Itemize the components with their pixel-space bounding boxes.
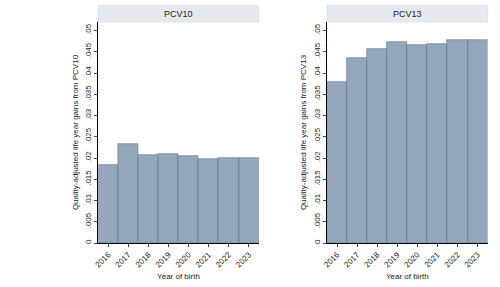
- svg-text:2020: 2020: [403, 250, 422, 269]
- svg-text:.035: .035: [313, 85, 322, 101]
- svg-text:.05: .05: [84, 23, 93, 35]
- svg-text:Quality-adjusted life year gai: Quality-adjusted life year gains from PC…: [71, 54, 80, 210]
- svg-text:.03: .03: [313, 108, 322, 120]
- svg-text:.045: .045: [313, 42, 322, 58]
- svg-text:0: 0: [313, 239, 322, 244]
- svg-text:.015: .015: [313, 170, 322, 186]
- svg-text:.015: .015: [84, 170, 93, 186]
- svg-text:.025: .025: [84, 127, 93, 143]
- svg-text:0: 0: [84, 239, 93, 244]
- svg-text:2022: 2022: [443, 250, 462, 269]
- svg-text:2018: 2018: [362, 250, 381, 269]
- svg-text:.025: .025: [313, 127, 322, 143]
- svg-text:.01: .01: [84, 193, 93, 205]
- svg-text:2023: 2023: [463, 250, 482, 269]
- svg-text:PCV10: PCV10: [164, 9, 193, 19]
- svg-text:Year of birth: Year of birth: [386, 272, 429, 281]
- svg-text:.035: .035: [84, 85, 93, 101]
- svg-text:.04: .04: [313, 66, 322, 78]
- svg-text:.02: .02: [313, 151, 322, 163]
- svg-text:2020: 2020: [174, 250, 193, 269]
- svg-text:.005: .005: [313, 212, 322, 228]
- svg-text:2017: 2017: [342, 250, 361, 269]
- svg-text:.01: .01: [313, 193, 322, 205]
- svg-text:Quality-adjusted life year gai: Quality-adjusted life year gains from PC…: [299, 54, 308, 210]
- svg-text:2021: 2021: [194, 250, 213, 269]
- svg-text:2023: 2023: [234, 250, 253, 269]
- svg-text:2017: 2017: [114, 250, 133, 269]
- svg-text:2016: 2016: [94, 250, 113, 269]
- svg-text:.005: .005: [84, 212, 93, 228]
- svg-text:2019: 2019: [154, 250, 173, 269]
- svg-text:2019: 2019: [383, 250, 402, 269]
- svg-text:2022: 2022: [214, 250, 233, 269]
- svg-text:2018: 2018: [134, 250, 153, 269]
- svg-text:2021: 2021: [423, 250, 442, 269]
- svg-text:.03: .03: [84, 108, 93, 120]
- svg-text:2016: 2016: [322, 250, 341, 269]
- svg-text:Year of birth: Year of birth: [157, 272, 200, 281]
- svg-text:.045: .045: [84, 42, 93, 58]
- svg-text:PCV13: PCV13: [393, 9, 422, 19]
- svg-text:.05: .05: [313, 23, 322, 35]
- svg-text:.04: .04: [84, 66, 93, 78]
- svg-text:.02: .02: [84, 151, 93, 163]
